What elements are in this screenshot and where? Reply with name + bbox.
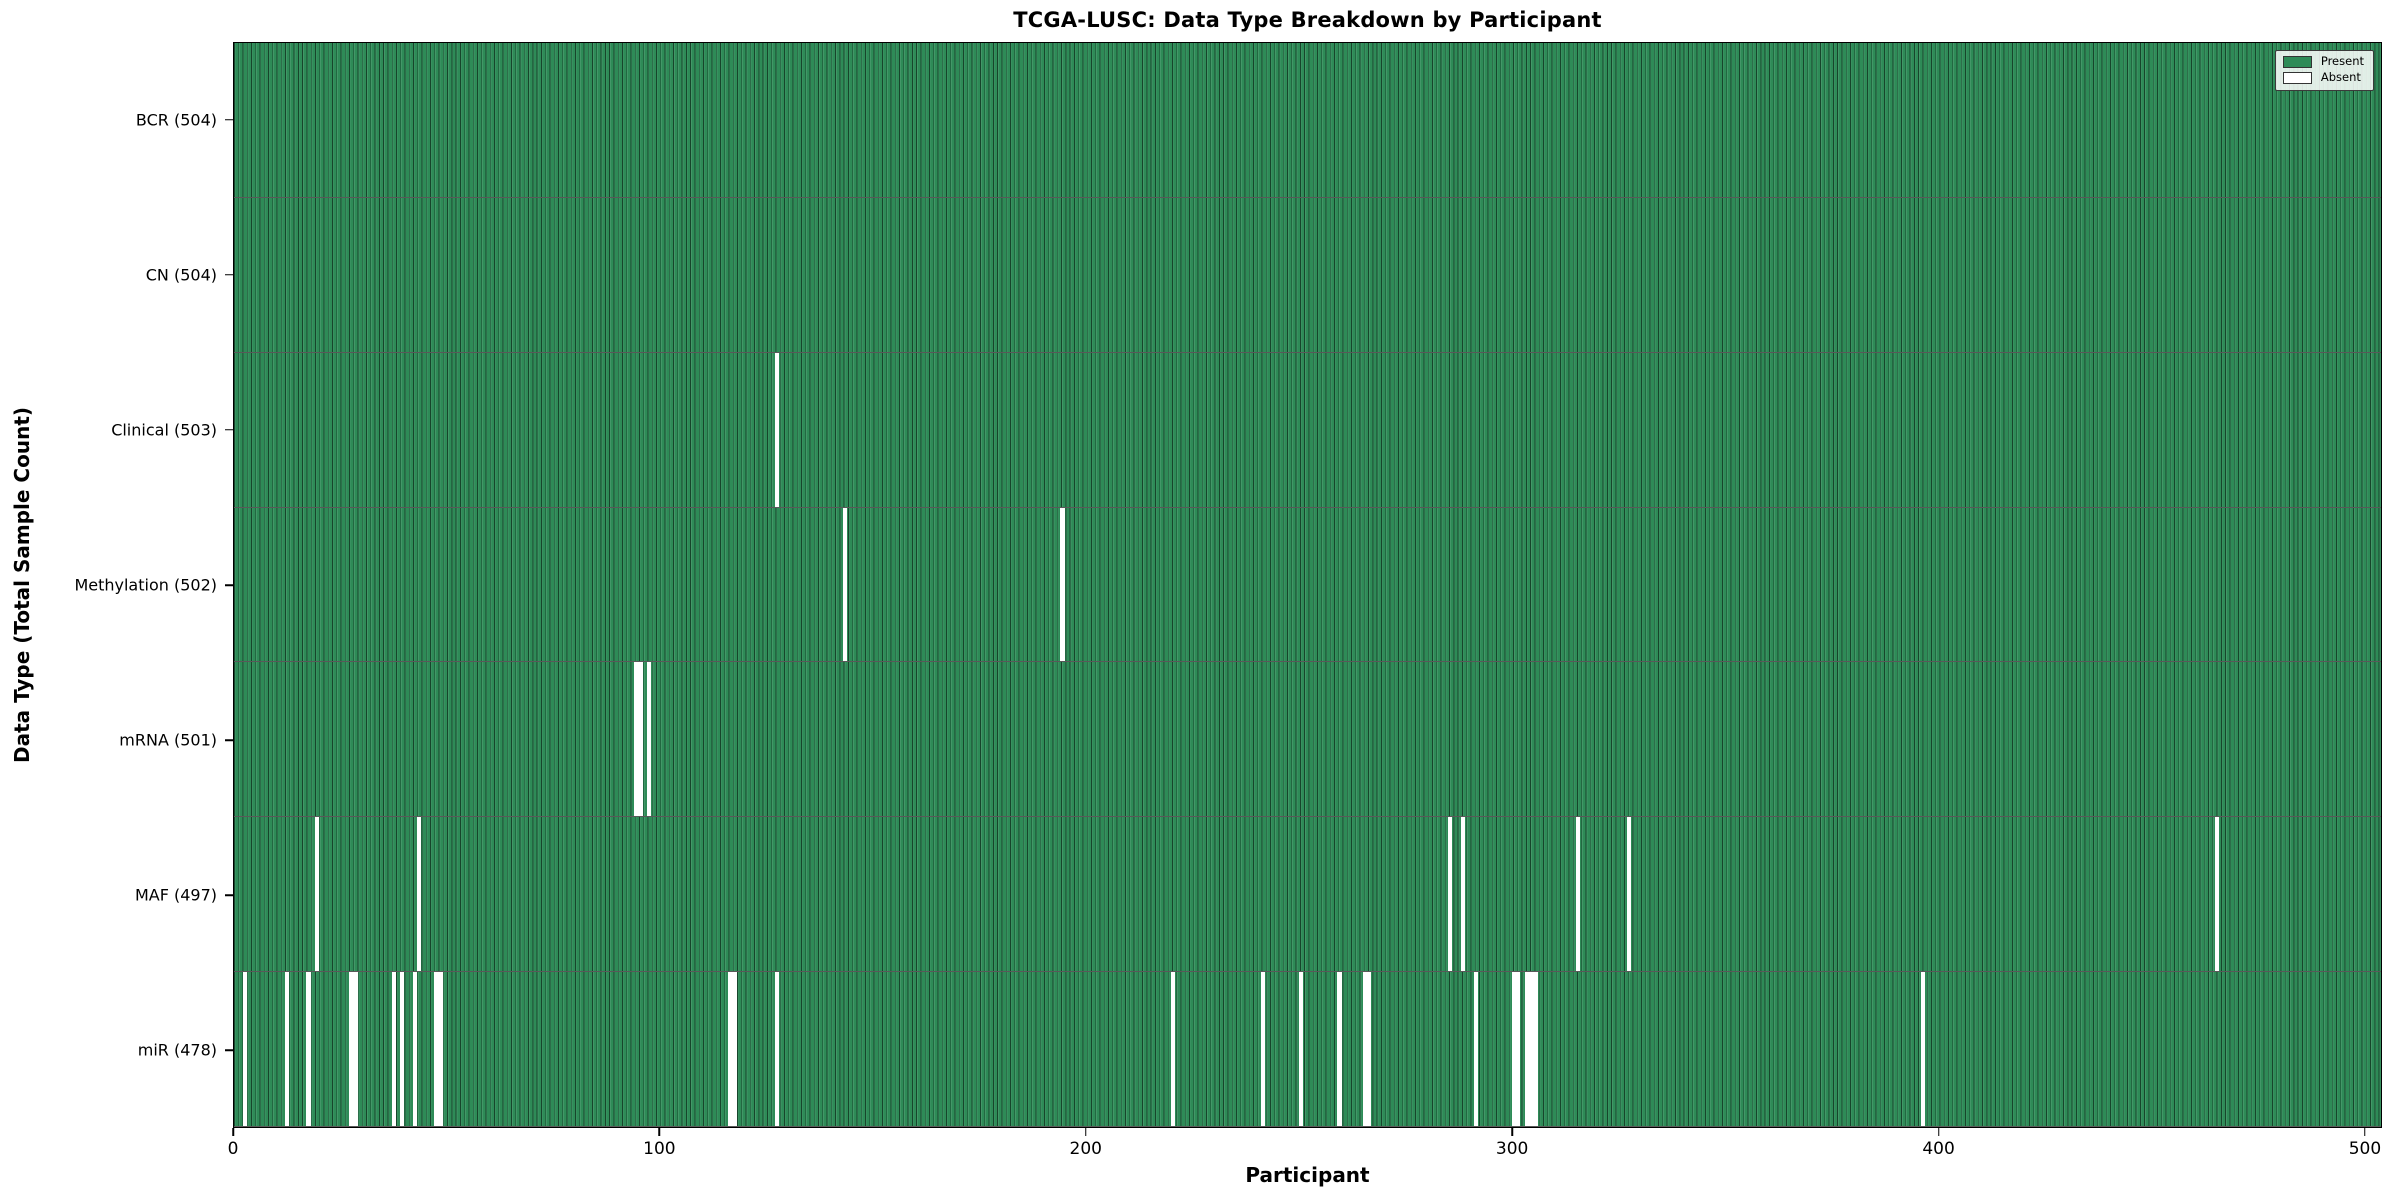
data-row-clinical	[234, 352, 2381, 508]
data-row-mir	[234, 972, 2381, 1128]
absent-stripe	[417, 817, 422, 972]
legend-swatch-present	[2282, 56, 2312, 68]
absent-stripe	[1171, 972, 1176, 1127]
absent-stripe	[732, 972, 737, 1127]
absent-stripe	[1448, 817, 1453, 972]
present-bars	[234, 43, 2381, 197]
absent-stripe	[843, 507, 848, 662]
absent-stripe	[412, 972, 418, 1127]
y-tick-label: miR (478)	[137, 1040, 217, 1060]
x-tick-label: 200	[1069, 1139, 1102, 1159]
absent-stripe	[400, 972, 405, 1127]
y-tick-label: mRNA (501)	[119, 730, 217, 750]
chart-title: TCGA-LUSC: Data Type Breakdown by Partic…	[1013, 8, 1602, 32]
absent-stripe	[634, 662, 639, 817]
data-row-cn	[234, 197, 2381, 353]
absent-stripe	[2214, 817, 2220, 972]
absent-stripe	[1511, 972, 1517, 1127]
y-tick-mark	[225, 584, 233, 586]
y-tick-label: Clinical (503)	[111, 420, 217, 440]
absent-stripe	[638, 662, 643, 817]
present-bars	[234, 507, 2381, 662]
y-tick-label: Methylation (502)	[74, 575, 217, 595]
absent-stripe	[775, 352, 780, 507]
absent-stripe	[1920, 972, 1926, 1127]
absent-stripe	[314, 817, 320, 972]
y-tick-mark	[225, 1049, 233, 1052]
absent-stripe	[1298, 972, 1304, 1127]
absent-stripe	[434, 972, 439, 1127]
x-axis-label: Participant	[1245, 1163, 1370, 1187]
data-row-bcr	[234, 43, 2381, 198]
x-tick-mark	[232, 1128, 234, 1136]
x-tick-mark	[1085, 1128, 1087, 1136]
x-tick-label: 300	[1495, 1139, 1529, 1159]
absent-stripe	[1060, 507, 1065, 662]
absent-stripe	[1260, 972, 1265, 1127]
legend-item-absent: Absent	[2282, 70, 2364, 85]
x-tick-label: 500	[2348, 1139, 2382, 1159]
absent-stripe	[1367, 972, 1372, 1127]
present-bars	[234, 197, 2381, 352]
absent-stripe	[1626, 817, 1632, 972]
y-tick-label: BCR (504)	[135, 110, 217, 130]
absent-stripe	[1533, 972, 1538, 1127]
absent-stripe	[242, 972, 247, 1127]
data-row-methylation	[234, 507, 2381, 663]
present-bars	[234, 352, 2381, 507]
absent-stripe	[1524, 972, 1529, 1127]
absent-stripe	[1516, 972, 1521, 1127]
absent-stripe	[1337, 972, 1342, 1127]
present-bars	[234, 662, 2381, 817]
absent-stripe	[1460, 817, 1466, 972]
absent-stripe	[306, 972, 311, 1127]
absent-stripe	[728, 972, 733, 1127]
absent-stripe	[1473, 972, 1478, 1127]
x-tick-label: 100	[643, 1139, 676, 1159]
legend-swatch-absent	[2282, 72, 2312, 84]
x-tick-mark	[1511, 1128, 1513, 1136]
absent-stripe	[349, 972, 354, 1127]
absent-stripe	[353, 972, 358, 1127]
absent-stripe	[1575, 817, 1581, 972]
present-bars	[234, 972, 2381, 1127]
legend: Present Absent	[2274, 50, 2374, 91]
x-axis: 0 100 200 300 400 500	[228, 1128, 2382, 1168]
absent-stripe	[1362, 972, 1368, 1127]
y-tick-mark	[225, 118, 233, 121]
data-row-maf	[234, 817, 2381, 973]
y-tick-label: CN (504)	[145, 265, 217, 285]
x-tick-mark	[2364, 1128, 2366, 1136]
x-tick-mark	[658, 1128, 661, 1136]
absent-stripe	[391, 972, 396, 1127]
plot-area: Present Absent	[233, 42, 2382, 1128]
x-tick-mark	[1937, 1128, 1940, 1136]
y-tick-mark	[225, 739, 233, 741]
absent-stripe	[1529, 972, 1534, 1127]
absent-stripe	[647, 662, 652, 817]
absent-stripe	[285, 972, 290, 1127]
x-tick-label: 0	[227, 1139, 239, 1159]
absent-stripe	[438, 972, 443, 1127]
legend-label-absent: Absent	[2320, 70, 2361, 85]
legend-label-present: Present	[2320, 54, 2364, 69]
present-bars	[234, 817, 2381, 972]
y-tick-mark	[225, 273, 233, 276]
legend-item-present: Present	[2282, 54, 2364, 69]
x-tick-label: 400	[1922, 1139, 1955, 1159]
y-tick-mark	[225, 429, 233, 431]
y-tick-mark	[225, 894, 233, 897]
data-row-mrna	[234, 662, 2381, 818]
y-tick-label: MAF (497)	[134, 885, 217, 905]
y-tick-area: BCR (504) CN (504) Clinical (503) Methylati…	[0, 42, 233, 1128]
absent-stripe	[775, 972, 780, 1127]
